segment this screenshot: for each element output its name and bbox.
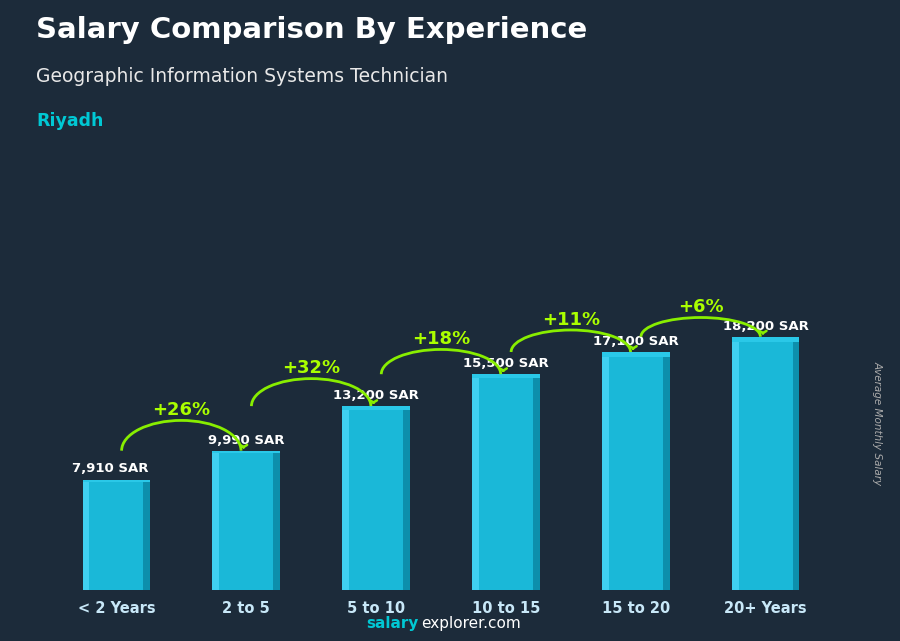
Text: +18%: +18%	[412, 330, 470, 348]
Text: explorer.com: explorer.com	[421, 617, 521, 631]
Bar	[472, 374, 540, 590]
Bar	[83, 480, 150, 590]
Bar	[83, 480, 89, 590]
Bar	[403, 406, 410, 590]
Text: +32%: +32%	[282, 359, 340, 377]
Bar	[212, 451, 220, 590]
Bar	[602, 353, 608, 590]
Bar	[274, 451, 280, 590]
Bar	[662, 353, 670, 590]
Bar	[472, 374, 540, 378]
Bar	[793, 337, 799, 590]
Bar	[732, 337, 799, 342]
Text: Salary Comparison By Experience: Salary Comparison By Experience	[36, 16, 587, 44]
Text: Average Monthly Salary: Average Monthly Salary	[872, 361, 883, 485]
Text: Geographic Information Systems Technician: Geographic Information Systems Technicia…	[36, 67, 448, 87]
Text: +6%: +6%	[678, 298, 724, 316]
Text: salary: salary	[366, 617, 418, 631]
Text: +26%: +26%	[152, 401, 211, 419]
Bar	[732, 337, 799, 590]
Text: 18,200 SAR: 18,200 SAR	[723, 319, 808, 333]
Bar	[342, 406, 410, 590]
Bar	[83, 480, 150, 482]
Bar	[472, 374, 479, 590]
Text: 17,100 SAR: 17,100 SAR	[593, 335, 679, 348]
Text: 7,910 SAR: 7,910 SAR	[72, 462, 148, 476]
Bar	[602, 353, 670, 590]
Bar	[533, 374, 540, 590]
Text: 13,200 SAR: 13,200 SAR	[333, 389, 419, 402]
Text: +11%: +11%	[542, 311, 600, 329]
Bar	[342, 406, 349, 590]
Text: 9,990 SAR: 9,990 SAR	[208, 433, 284, 447]
Text: 15,500 SAR: 15,500 SAR	[463, 357, 549, 370]
Bar	[602, 353, 670, 356]
Bar	[143, 480, 150, 590]
Bar	[212, 451, 280, 453]
Bar	[342, 406, 410, 410]
Bar	[212, 451, 280, 590]
Text: Riyadh: Riyadh	[36, 112, 104, 130]
Bar	[732, 337, 739, 590]
